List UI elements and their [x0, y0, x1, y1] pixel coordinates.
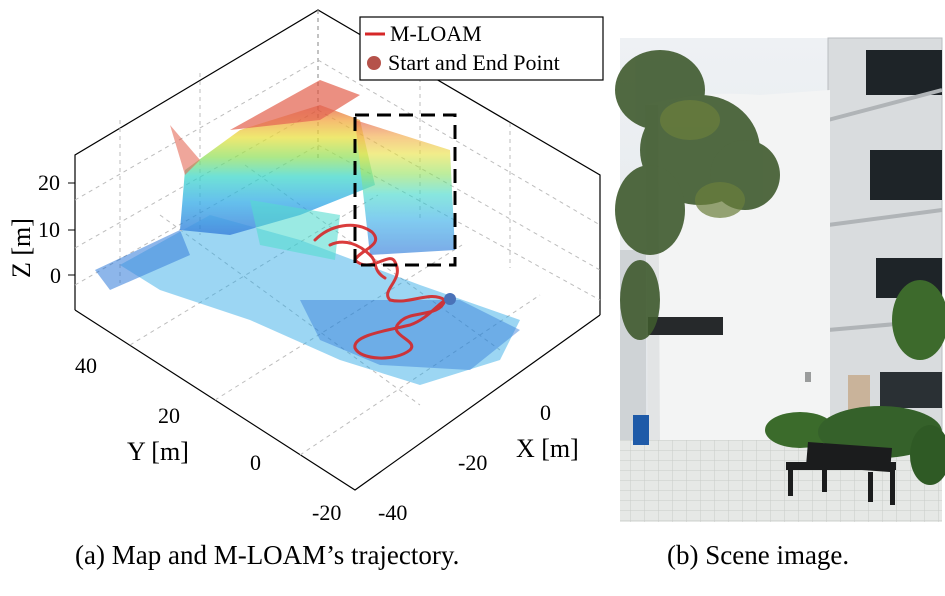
x-axis-label: X [m] [516, 434, 579, 463]
z-tick: 20 [38, 170, 60, 195]
caption-b: (b) Scene image. [667, 540, 850, 570]
scene-image [615, 37, 945, 522]
y-tick: 40 [75, 353, 97, 378]
x-tick: 0 [540, 400, 551, 425]
caption-a: (a) Map and M-LOAM’s trajectory. [75, 540, 460, 570]
legend-label-start-end: Start and End Point [388, 50, 560, 75]
y-tick: 20 [158, 403, 180, 428]
y-axis: 40 20 0 -20 Y [m] [75, 353, 341, 525]
plot-3d: M-LOAM Start and End Point 20 10 0 Z [m]… [7, 9, 604, 525]
legend-label-m-loam: M-LOAM [390, 21, 482, 46]
y-tick: -20 [312, 500, 341, 525]
bench [786, 442, 896, 505]
y-axis-label: Y [m] [127, 437, 189, 466]
z-tick: 10 [38, 217, 60, 242]
start-end-point-marker [444, 293, 456, 305]
point-cloud-map [95, 80, 520, 385]
x-tick: -40 [378, 500, 407, 525]
highlight-box [353, 113, 457, 267]
y-tick: 0 [250, 450, 261, 475]
z-tick: 0 [50, 263, 61, 288]
legend: M-LOAM Start and End Point [359, 16, 604, 81]
z-axis: 20 10 0 Z [m] [7, 170, 75, 288]
z-axis-label: Z [m] [7, 218, 36, 278]
legend-dot-swatch [367, 56, 381, 70]
x-tick: -20 [458, 450, 487, 475]
x-axis: 0 -20 -40 X [m] [378, 400, 579, 525]
